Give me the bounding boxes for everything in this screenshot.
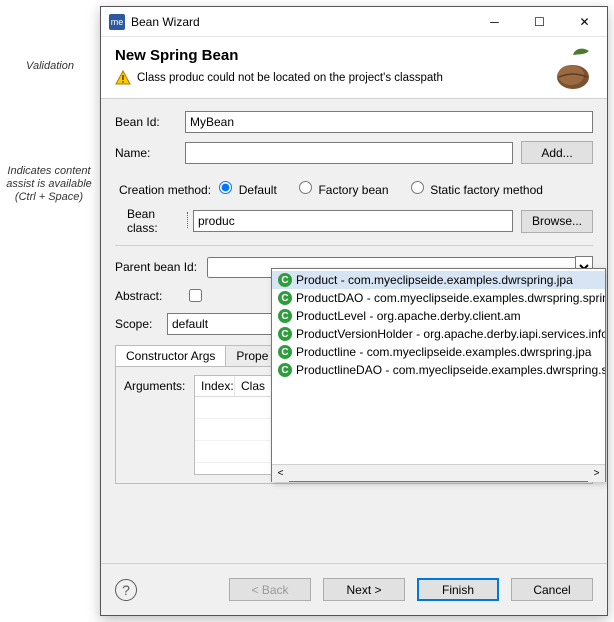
content-assist-item[interactable]: C ProductLevel - org.apache.derby.client.… xyxy=(272,307,605,325)
content-assist-scrollbar[interactable]: < > xyxy=(272,464,605,481)
content-assist-item-label: ProductDAO - com.myeclipseide.examples.d… xyxy=(296,291,605,305)
content-assist-item-label: ProductlineDAO - com.myeclipseide.exampl… xyxy=(296,363,605,377)
separator xyxy=(115,245,593,246)
footer-buttons: < Back Next > Finish Cancel xyxy=(221,578,593,601)
bean-id-label: Bean Id: xyxy=(115,115,185,129)
dialog-footer: ? < Back Next > Finish Cancel xyxy=(101,563,607,615)
content-assist-item[interactable]: C ProductlineDAO - com.myeclipseide.examp… xyxy=(272,361,605,379)
maximize-button[interactable]: ☐ xyxy=(517,7,562,37)
radio-factory-bean[interactable]: Factory bean xyxy=(294,183,388,197)
annotation-validation: Validation xyxy=(4,60,96,73)
radio-static-factory[interactable]: Static factory method xyxy=(406,183,543,197)
titlebar: me Bean Wizard ─ ☐ ✕ xyxy=(101,7,607,37)
abstract-label: Abstract: xyxy=(115,289,185,303)
arguments-label: Arguments: xyxy=(124,375,186,475)
content-assist-indicator-icon xyxy=(187,212,195,228)
name-label: Name: xyxy=(115,146,185,160)
parent-bean-label: Parent bean Id: xyxy=(115,260,207,274)
validation-row: Class produc could not be located on the… xyxy=(115,70,593,86)
dialog-header: New Spring Bean Class produc could not b… xyxy=(101,37,607,99)
scroll-right-icon[interactable]: > xyxy=(588,465,605,482)
cancel-button[interactable]: Cancel xyxy=(511,578,593,601)
content-assist-item-label: Product - com.myeclipseide.examples.dwrs… xyxy=(296,273,573,287)
content-assist-item-label: ProductVersionHolder - org.apache.derby.… xyxy=(296,327,605,341)
content-assist-item[interactable]: C ProductDAO - com.myeclipseide.examples.… xyxy=(272,289,605,307)
dialog-window: me Bean Wizard ─ ☐ ✕ New Spring Bean Cla… xyxy=(100,6,608,616)
back-button[interactable]: < Back xyxy=(229,578,311,601)
class-icon: C xyxy=(278,327,292,341)
add-button[interactable]: Add... xyxy=(521,141,593,164)
next-button[interactable]: Next > xyxy=(323,578,405,601)
row-name: Name: Add... xyxy=(115,141,593,164)
creation-method-label: Creation method: xyxy=(119,183,211,197)
app-icon: me xyxy=(109,14,125,30)
class-icon: C xyxy=(278,273,292,287)
tab-constructor-args[interactable]: Constructor Args xyxy=(116,346,226,366)
radio-default[interactable]: Default xyxy=(214,183,276,197)
abstract-checkbox[interactable] xyxy=(189,289,202,302)
bean-class-label: Bean class: xyxy=(127,207,193,235)
minimize-button[interactable]: ─ xyxy=(472,7,517,37)
dialog-content: Bean Id: Name: Add... Creation method: D… xyxy=(101,99,607,563)
help-icon[interactable]: ? xyxy=(115,579,137,601)
content-assist-item-label: Productline - com.myeclipseide.examples.… xyxy=(296,345,591,359)
name-input[interactable] xyxy=(185,142,513,164)
content-assist-popup: C Product - com.myeclipseide.examples.dwr… xyxy=(271,268,606,482)
content-assist-item[interactable]: C ProductVersionHolder - org.apache.derby… xyxy=(272,325,605,343)
row-bean-class: Bean class: Browse... xyxy=(127,207,593,235)
finish-button[interactable]: Finish xyxy=(417,578,499,601)
content-assist-item[interactable]: C Product - com.myeclipseide.examples.dwr… xyxy=(272,271,605,289)
class-icon: C xyxy=(278,363,292,377)
scroll-left-icon[interactable]: < xyxy=(272,465,289,482)
content-assist-list[interactable]: C Product - com.myeclipseide.examples.dwr… xyxy=(272,269,605,464)
bean-id-input[interactable] xyxy=(185,111,593,133)
annotation-content-assist: Indicates content assist is available (C… xyxy=(0,165,98,205)
class-icon: C xyxy=(278,345,292,359)
warning-icon xyxy=(115,70,131,86)
bean-class-input[interactable] xyxy=(193,210,513,232)
content-assist-item-label: ProductLevel - org.apache.derby.client.a… xyxy=(296,309,521,323)
browse-button[interactable]: Browse... xyxy=(521,210,593,233)
class-icon: C xyxy=(278,291,292,305)
page-title: New Spring Bean xyxy=(115,47,593,64)
bean-graphic-icon xyxy=(549,45,597,93)
content-assist-item[interactable]: C Productline - com.myeclipseide.examples… xyxy=(272,343,605,361)
row-bean-id: Bean Id: xyxy=(115,111,593,133)
col-index: Index: xyxy=(195,376,235,396)
close-button[interactable]: ✕ xyxy=(562,7,607,37)
creation-method-row: Creation method: Default Factory bean St… xyxy=(119,178,593,197)
external-annotations: Validation Indicates content assist is a… xyxy=(0,0,100,622)
bean-class-assist-marker xyxy=(193,210,513,232)
validation-message: Class produc could not be located on the… xyxy=(137,72,443,84)
window-title: Bean Wizard xyxy=(131,15,472,29)
scope-label: Scope: xyxy=(115,317,167,331)
class-icon: C xyxy=(278,309,292,323)
